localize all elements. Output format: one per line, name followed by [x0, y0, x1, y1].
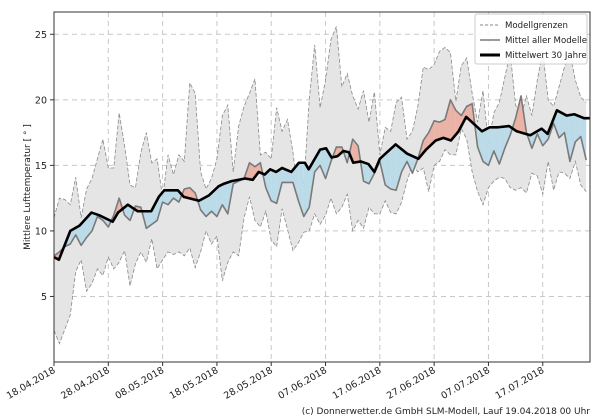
x-axis-ticks: 18.04.2018 28.04.2018 08.05.2018 18.05.2018…: [5, 362, 546, 402]
above-normal-fill: [445, 99, 451, 141]
below-normal-fill: [162, 190, 169, 205]
y-tick-label: 25: [35, 30, 47, 41]
above-normal-fill: [428, 120, 435, 148]
x-tick-label: 17.07.2018: [494, 365, 547, 402]
x-tick-label: 27.06.2018: [385, 365, 438, 402]
below-normal-fill: [200, 196, 207, 217]
lower-bound-line: [53, 127, 587, 345]
above-normal-fill: [249, 162, 255, 180]
below-normal-fill: [401, 149, 407, 172]
below-normal-fill: [385, 148, 391, 189]
x-tick-label: 18.04.2018: [5, 365, 58, 402]
plot-frame: [53, 11, 591, 363]
below-normal-fill: [276, 167, 283, 204]
climate-mean-line: [53, 109, 590, 262]
series-lines: [53, 95, 590, 262]
below-normal-fill: [390, 144, 397, 191]
x-tick-label: 18.05.2018: [168, 365, 221, 402]
x-tick-label: 28.04.2018: [59, 365, 112, 402]
anomaly-fills: [54, 95, 587, 259]
below-normal-fill: [124, 206, 131, 221]
upper-bound-line: [53, 26, 587, 218]
below-normal-fill: [483, 127, 489, 166]
below-normal-fill: [146, 210, 152, 229]
below-normal-fill: [206, 192, 212, 217]
legend: Modellgrenzen Mittel aller Modelle Mitte…: [474, 13, 588, 65]
below-normal-fill: [477, 127, 484, 162]
model-mean-line: [53, 95, 587, 257]
below-normal-fill: [292, 163, 299, 201]
below-normal-fill: [320, 148, 326, 179]
y-tick-label: 20: [35, 95, 47, 106]
below-normal-fill: [86, 212, 93, 238]
y-tick-label: 5: [41, 292, 47, 303]
below-normal-fill: [368, 164, 375, 184]
below-normal-fill: [580, 116, 587, 161]
above-normal-fill: [455, 110, 462, 135]
below-normal-fill: [282, 167, 288, 183]
above-normal-fill: [336, 147, 342, 157]
below-normal-fill: [211, 187, 217, 217]
x-tick-label: 17.06.2018: [331, 365, 384, 402]
below-normal-fill: [559, 111, 565, 138]
below-normal-fill: [151, 199, 158, 225]
below-normal-fill: [265, 169, 272, 201]
below-normal-fill: [499, 126, 505, 165]
below-normal-fill: [569, 114, 576, 162]
x-tick-label: 08.05.2018: [113, 365, 166, 402]
above-normal-fill: [189, 187, 196, 200]
above-normal-fill: [184, 187, 190, 199]
credit-text: (c) Donnerwetter.de GmbH SLM-Modell, Lau…: [302, 407, 591, 417]
above-normal-fill: [515, 95, 522, 133]
below-normal-fill: [70, 227, 76, 245]
above-normal-fill: [439, 119, 446, 140]
y-tick-label: 10: [35, 226, 47, 237]
y-axis-ticks: 5 10 15 20 25: [35, 30, 54, 303]
legend-box: [474, 13, 588, 65]
below-normal-fill: [493, 127, 500, 165]
below-normal-fill: [271, 169, 277, 204]
below-normal-fill: [396, 144, 402, 191]
below-normal-fill: [575, 114, 581, 142]
below-normal-fill: [75, 223, 82, 246]
legend-label-climate-mean: Mittelwert 30 Jahre: [505, 51, 587, 61]
below-normal-fill: [173, 190, 179, 203]
below-normal-fill: [168, 190, 174, 205]
above-normal-fill: [434, 120, 440, 142]
legend-label-model-mean: Mittel aller Modelle: [505, 36, 587, 46]
x-tick-label: 07.06.2018: [276, 365, 329, 402]
y-axis-label: Mittlere Lufttemperatur [ ° ]: [23, 124, 33, 250]
below-normal-fill: [406, 153, 413, 174]
below-normal-fill: [216, 184, 223, 217]
x-tick-label: 07.07.2018: [439, 365, 492, 402]
below-normal-fill: [504, 126, 511, 149]
above-normal-fill: [450, 99, 456, 141]
below-normal-fill: [363, 162, 369, 184]
legend-label-model-range: Modellgrenzen: [505, 21, 568, 31]
y-tick-label: 15: [35, 161, 47, 172]
x-tick-label: 28.05.2018: [222, 365, 275, 402]
below-normal-fill: [564, 114, 570, 162]
below-normal-fill: [488, 127, 494, 166]
below-normal-fill: [303, 162, 310, 217]
